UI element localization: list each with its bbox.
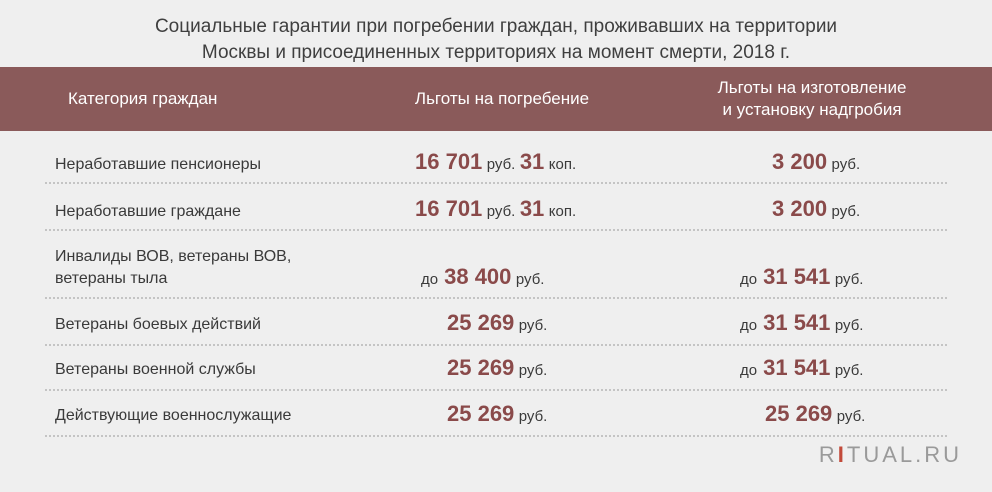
- burial-amount: 25 269: [447, 401, 515, 426]
- burial-unit: руб.: [515, 271, 545, 288]
- burial-benefit-cell: 25 269 руб.: [447, 310, 547, 336]
- tombstone-unit: руб.: [836, 408, 866, 425]
- burial-unit: руб.: [518, 408, 548, 425]
- table-row: Неработавшие пенсионеры 16 701 руб. 31 к…: [45, 145, 947, 184]
- table-row: Неработавшие граждане 16 701 руб. 31 коп…: [45, 192, 947, 231]
- tombstone-benefit-cell: до 31 541 руб.: [740, 355, 863, 381]
- table-row: Ветераны боевых действий 25 269 руб. до 3…: [45, 306, 947, 346]
- table-row: Ветераны военной службы 25 269 руб. до 31…: [45, 352, 947, 391]
- ritual-logo: RITUAL.RU: [819, 442, 962, 468]
- tombstone-amount: 31 541: [763, 355, 831, 380]
- header-tombstone-benefits: Льготы на изготовление и установку надгр…: [662, 77, 962, 121]
- tombstone-prefix: до: [740, 271, 758, 288]
- burial-amount: 16 701: [415, 196, 483, 221]
- category-line-2: ветераны тыла: [55, 270, 168, 287]
- tombstone-amount: 3 200: [772, 196, 828, 221]
- burial-benefit-cell: 16 701 руб. 31 коп.: [415, 196, 576, 222]
- title-line-1: Социальные гарантии при погребении гражд…: [154, 16, 838, 37]
- tombstone-amount: 31 541: [763, 264, 831, 289]
- category-cell: Неработавшие пенсионеры: [55, 156, 261, 173]
- logo-r: R: [818, 442, 838, 467]
- tombstone-amount: 25 269: [765, 401, 833, 426]
- burial-kop-unit: коп.: [548, 156, 577, 173]
- tombstone-unit: руб.: [831, 203, 861, 220]
- burial-benefit-cell: 25 269 руб.: [447, 355, 547, 381]
- burial-benefit-cell: 25 269 руб.: [447, 401, 547, 427]
- burial-prefix: до: [421, 271, 439, 288]
- tombstone-benefit-cell: 25 269 руб.: [765, 401, 865, 427]
- burial-amount: 25 269: [447, 310, 515, 335]
- table-row: Действующие военнослужащие 25 269 руб. 2…: [45, 398, 947, 437]
- tombstone-prefix: до: [740, 317, 758, 334]
- burial-unit: руб.: [486, 203, 516, 220]
- burial-benefit-cell: 16 701 руб. 31 коп.: [415, 149, 576, 175]
- header-category: Категория граждан: [68, 89, 218, 108]
- tombstone-unit: руб.: [831, 156, 861, 173]
- category-cell: Ветераны боевых действий: [55, 316, 261, 333]
- logo-rest: TUAL.RU: [846, 442, 962, 467]
- table-row: Инвалиды ВОВ, ветераны ВОВ, ветераны тыл…: [45, 240, 947, 299]
- tombstone-unit: руб.: [834, 362, 864, 379]
- category-cell: Инвалиды ВОВ, ветераны ВОВ, ветераны тыл…: [55, 246, 291, 290]
- page-title: Социальные гарантии при погребении гражд…: [0, 14, 992, 66]
- tombstone-benefit-cell: 3 200 руб.: [772, 196, 860, 222]
- category-cell: Неработавшие граждане: [55, 203, 241, 220]
- burial-benefit-cell: до 38 400 руб.: [421, 264, 544, 290]
- tombstone-benefit-cell: до 31 541 руб.: [740, 264, 863, 290]
- tombstone-unit: руб.: [834, 317, 864, 334]
- burial-kop: 31: [519, 196, 545, 221]
- burial-amount: 16 701: [415, 149, 483, 174]
- burial-kop: 31: [519, 149, 545, 174]
- burial-unit: руб.: [486, 156, 516, 173]
- logo-i: I: [837, 442, 847, 467]
- tombstone-amount: 3 200: [772, 149, 828, 174]
- tombstone-prefix: до: [740, 362, 758, 379]
- header-burial-benefits: Льготы на погребение: [414, 89, 590, 108]
- burial-kop-unit: коп.: [548, 203, 577, 220]
- burial-amount: 25 269: [447, 355, 515, 380]
- category-cell: Действующие военнослужащие: [55, 407, 292, 424]
- tombstone-amount: 31 541: [763, 310, 831, 335]
- tombstone-unit: руб.: [834, 271, 864, 288]
- burial-amount: 38 400: [444, 264, 512, 289]
- header-tombstone-line-1: Льготы на изготовление: [717, 78, 907, 97]
- tombstone-benefit-cell: 3 200 руб.: [772, 149, 860, 175]
- title-line-2: Москвы и присоединенных территориях на м…: [201, 42, 791, 63]
- category-line-1: Инвалиды ВОВ, ветераны ВОВ,: [55, 248, 292, 265]
- tombstone-benefit-cell: до 31 541 руб.: [740, 310, 863, 336]
- burial-unit: руб.: [518, 362, 548, 379]
- header-tombstone-line-2: и установку надгробия: [722, 100, 902, 119]
- burial-unit: руб.: [518, 317, 548, 334]
- category-cell: Ветераны военной службы: [55, 361, 256, 378]
- table-header: Категория граждан Льготы на погребение Л…: [0, 67, 992, 131]
